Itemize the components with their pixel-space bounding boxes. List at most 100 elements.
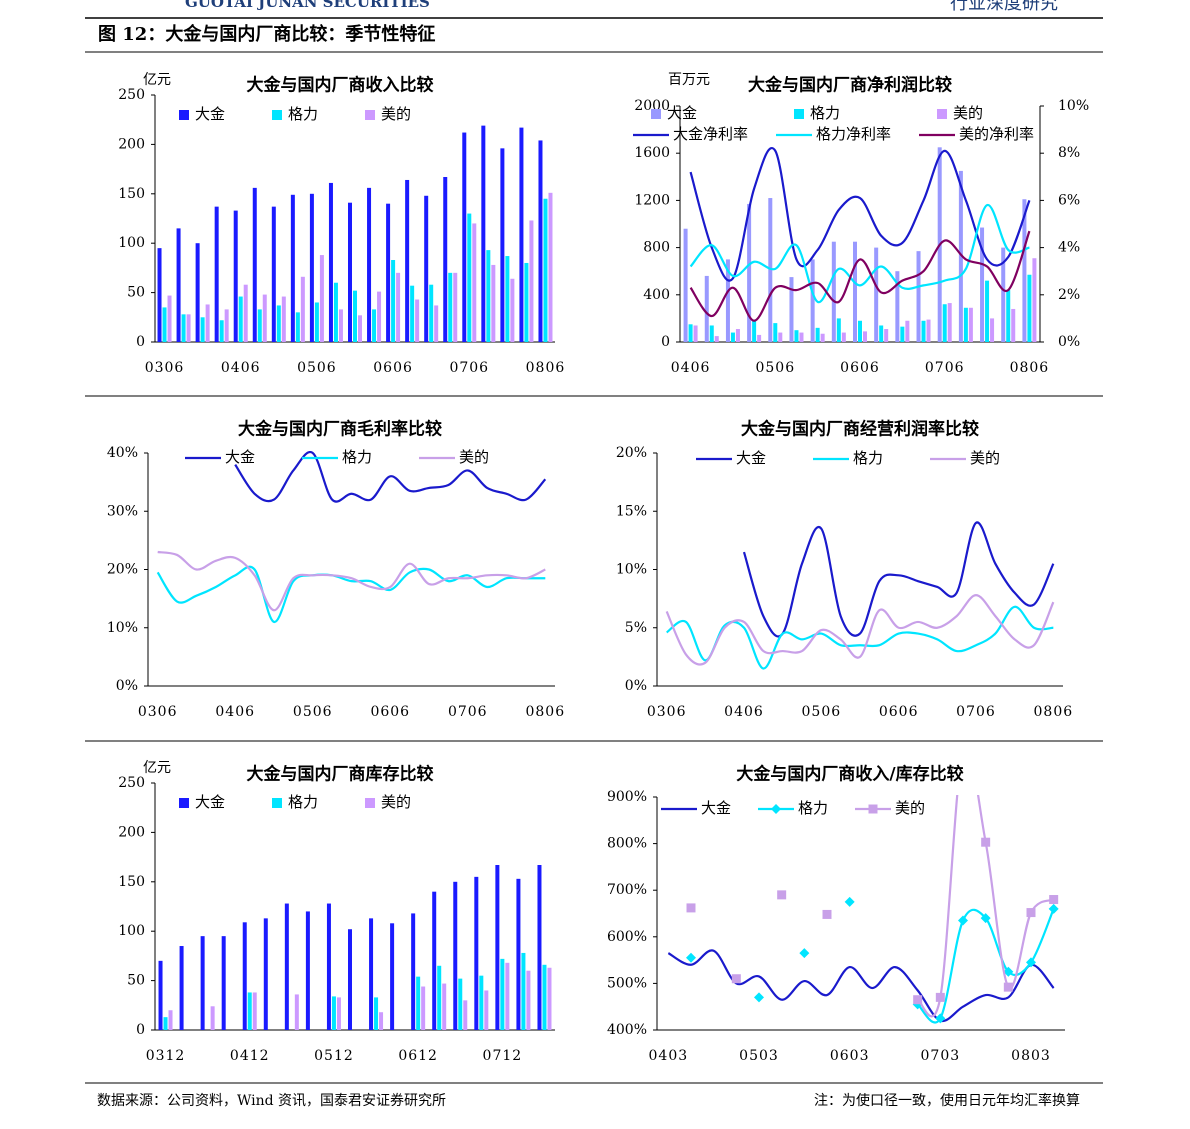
bar [271, 206, 276, 342]
y-tick-label: 0% [625, 678, 647, 694]
y2-tick-label: 0% [1058, 334, 1080, 350]
chart-title: 大金与国内厂商毛利率比较 [238, 419, 442, 440]
bar [874, 247, 879, 342]
y-tick-label: 600% [607, 929, 647, 945]
bar [205, 304, 210, 342]
bar [247, 992, 252, 1030]
y-tick-label: 100 [118, 235, 145, 251]
bar [405, 179, 410, 342]
bar [157, 248, 162, 342]
bar [396, 272, 401, 342]
bar [467, 213, 472, 342]
bar [1022, 199, 1027, 342]
x-tick-label: 0406 [221, 360, 261, 376]
bar [338, 309, 343, 342]
bar [290, 194, 295, 342]
y-tick-label: 10% [107, 620, 138, 636]
bar [262, 294, 267, 342]
x-tick-label: 0806 [1034, 704, 1074, 720]
bar [841, 332, 846, 342]
point [913, 995, 923, 1005]
y-tick-label: 15% [616, 503, 647, 519]
bar [210, 1006, 215, 1030]
x-tick-label: 0706 [956, 704, 996, 720]
bar [704, 275, 709, 342]
y-tick-label: 800% [607, 836, 647, 852]
legend-label: 美的 [381, 793, 411, 811]
legend-marker [771, 804, 781, 814]
y-tick-label: 200 [118, 136, 145, 152]
bar [336, 997, 341, 1030]
legend-label: 大金 [736, 449, 766, 467]
bar [219, 320, 224, 342]
legend-swatch [365, 110, 375, 120]
bar [714, 336, 719, 342]
bar [252, 992, 257, 1030]
chart-title: 大金与国内厂商经营利润率比较 [741, 419, 979, 440]
bar [747, 203, 752, 342]
chart-title: 大金与国内厂商收入比较 [247, 75, 434, 96]
bar [815, 327, 820, 342]
x-tick-label: 0503 [739, 1048, 779, 1064]
y-tick-label: 150 [118, 874, 145, 890]
y-tick-label: 250 [118, 87, 145, 103]
bar [326, 903, 331, 1030]
x-tick-label: 0406 [671, 360, 711, 376]
bar [789, 277, 794, 342]
bar [958, 170, 963, 342]
legend-label: 大金净利率 [673, 125, 748, 143]
bar [481, 125, 486, 343]
legend-label: 美的 [895, 799, 925, 817]
x-tick-label: 0406 [215, 704, 255, 720]
bar [424, 195, 429, 342]
bar [879, 325, 884, 342]
x-tick-label: 0506 [755, 360, 795, 376]
bar [233, 210, 238, 342]
point [1026, 957, 1036, 968]
x-tick-label: 0806 [525, 704, 565, 720]
bar [162, 307, 167, 342]
bar [836, 318, 841, 342]
y2-tick-label: 8% [1058, 145, 1080, 161]
bar [295, 312, 300, 342]
point [1048, 903, 1059, 914]
bar [257, 309, 262, 342]
line [156, 565, 546, 623]
bar [495, 865, 500, 1030]
figure-title: 图 12：大金与国内厂商比较：季节性特征 [98, 23, 435, 45]
bar [757, 334, 762, 342]
bar [186, 314, 191, 342]
bar [942, 304, 947, 342]
bar [538, 140, 543, 342]
bar [367, 187, 372, 342]
bar [374, 997, 379, 1030]
source-note: 数据来源：公司资料，Wind 资讯，国泰君安证券研究所 [97, 1093, 446, 1109]
bar [163, 1017, 168, 1030]
footnote: 注：为使口径一致，使用日元年均汇率换算 [814, 1092, 1080, 1109]
legend-label: 美的 [953, 104, 983, 122]
legend-label: 格力净利率 [816, 125, 891, 143]
bar [1011, 308, 1016, 342]
bar [773, 323, 778, 342]
point [1049, 895, 1059, 905]
legend-label: 格力 [810, 104, 840, 122]
company-name: GUOTAI JUNAN SECURITIES [185, 0, 430, 11]
bar [519, 127, 524, 342]
x-tick-label: 0606 [370, 704, 410, 720]
bar [500, 148, 505, 342]
bar [479, 975, 484, 1030]
bar [294, 994, 299, 1030]
bar [242, 922, 247, 1030]
legend-swatch [651, 109, 661, 119]
bar [521, 952, 526, 1030]
bar [379, 1012, 384, 1030]
bar [752, 319, 757, 342]
point [981, 837, 991, 847]
bar [683, 228, 688, 342]
bar [778, 332, 783, 342]
line [667, 949, 1055, 1023]
y2-tick-label: 10% [1058, 98, 1089, 114]
legend-label: 格力 [288, 105, 318, 123]
y-tick-label: 50 [127, 285, 145, 301]
bar [331, 996, 336, 1030]
